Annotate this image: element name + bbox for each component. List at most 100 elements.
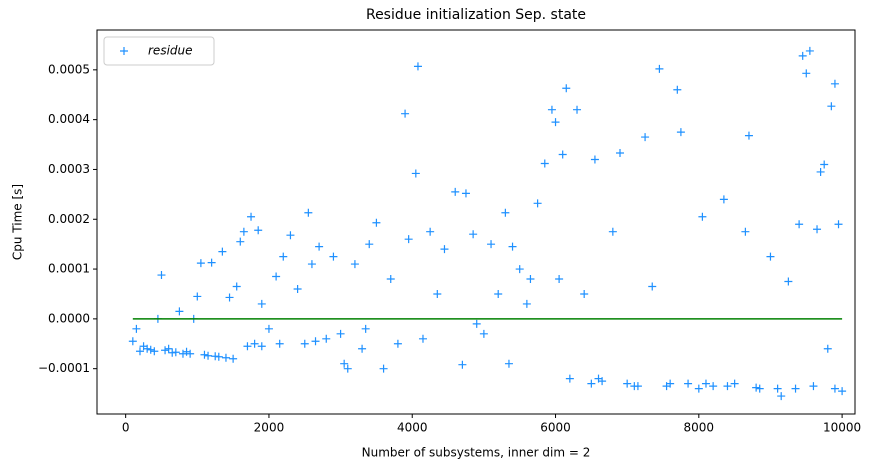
data-point — [164, 344, 173, 353]
data-point — [766, 252, 775, 261]
data-point — [834, 220, 843, 229]
data-point — [264, 324, 273, 333]
chart-title: Residue initialization Sep. state — [366, 7, 586, 23]
data-point — [178, 349, 187, 358]
data-point — [730, 379, 739, 388]
data-point — [838, 387, 847, 396]
data-point — [755, 384, 764, 393]
data-point — [540, 159, 549, 168]
data-point — [666, 379, 675, 388]
data-point — [239, 227, 248, 236]
data-point — [451, 187, 460, 196]
data-point — [418, 334, 427, 343]
data-point — [128, 337, 137, 346]
data-point — [393, 339, 402, 348]
data-point — [798, 51, 807, 60]
data-point — [207, 258, 216, 267]
data-point — [193, 292, 202, 301]
y-tick-label: 0.0002 — [48, 212, 90, 226]
data-point — [311, 337, 320, 346]
data-point — [433, 289, 442, 298]
data-point — [723, 382, 732, 391]
data-point — [684, 379, 693, 388]
y-tick-label: 0.0005 — [48, 62, 90, 76]
data-point — [816, 167, 825, 176]
data-point — [182, 347, 191, 356]
data-point — [752, 383, 761, 392]
data-point — [135, 347, 144, 356]
data-point — [300, 339, 309, 348]
data-point — [648, 282, 657, 291]
data-point — [458, 360, 467, 369]
data-point — [827, 102, 836, 111]
data-point — [157, 271, 166, 280]
data-point — [580, 289, 589, 298]
data-point — [175, 307, 184, 316]
plot-frame — [96, 29, 856, 415]
data-point — [830, 79, 839, 88]
data-point — [343, 364, 352, 373]
data-point — [254, 226, 263, 235]
data-point — [413, 62, 422, 71]
data-point — [340, 359, 349, 368]
data-point — [701, 379, 710, 388]
data-point — [365, 240, 374, 249]
data-point — [479, 329, 488, 338]
data-point — [143, 344, 152, 353]
y-tick-label: 0.0001 — [48, 262, 90, 276]
data-point — [379, 364, 388, 373]
data-point — [805, 46, 814, 55]
data-point — [823, 344, 832, 353]
data-point — [322, 334, 331, 343]
y-axis-label: Cpu Time [s] — [11, 184, 25, 260]
data-point — [641, 133, 650, 142]
data-point — [802, 69, 811, 78]
data-point — [694, 384, 703, 393]
legend-marker — [120, 47, 128, 55]
data-point — [304, 208, 313, 217]
data-point — [461, 189, 470, 198]
data-point — [501, 208, 510, 217]
data-point — [698, 212, 707, 221]
data-point — [508, 242, 517, 251]
data-point — [741, 227, 750, 236]
data-point — [795, 220, 804, 229]
data-point — [744, 131, 753, 140]
data-point — [773, 384, 782, 393]
data-point — [562, 84, 571, 93]
data-point — [401, 109, 410, 118]
data-point — [676, 128, 685, 137]
data-point — [372, 218, 381, 227]
data-point — [494, 289, 503, 298]
data-point — [214, 352, 223, 361]
x-axis-label: Number of subsystems, inner dim = 2 — [362, 446, 591, 460]
legend-box — [103, 36, 215, 66]
data-point — [573, 105, 582, 114]
data-point — [440, 245, 449, 254]
y-tick-label: 0.0003 — [48, 162, 90, 176]
data-point — [673, 85, 682, 94]
data-point — [504, 359, 513, 368]
data-point — [257, 342, 266, 351]
data-point — [809, 382, 818, 391]
data-point — [469, 230, 478, 239]
data-point — [608, 227, 617, 236]
data-point — [293, 284, 302, 293]
data-point — [358, 344, 367, 353]
y-tick-label: 0.0004 — [48, 112, 90, 126]
data-point — [590, 155, 599, 164]
data-point — [565, 374, 574, 383]
data-point — [813, 225, 822, 234]
data-point — [196, 259, 205, 268]
data-point — [791, 384, 800, 393]
data-point — [630, 382, 639, 391]
data-point — [784, 277, 793, 286]
data-point — [250, 339, 259, 348]
data-point — [161, 346, 170, 355]
data-point — [551, 118, 560, 127]
data-point — [526, 275, 535, 284]
data-point — [221, 353, 230, 362]
data-point — [830, 384, 839, 393]
data-point — [411, 169, 420, 178]
x-tick-label: 2000 — [254, 421, 285, 435]
